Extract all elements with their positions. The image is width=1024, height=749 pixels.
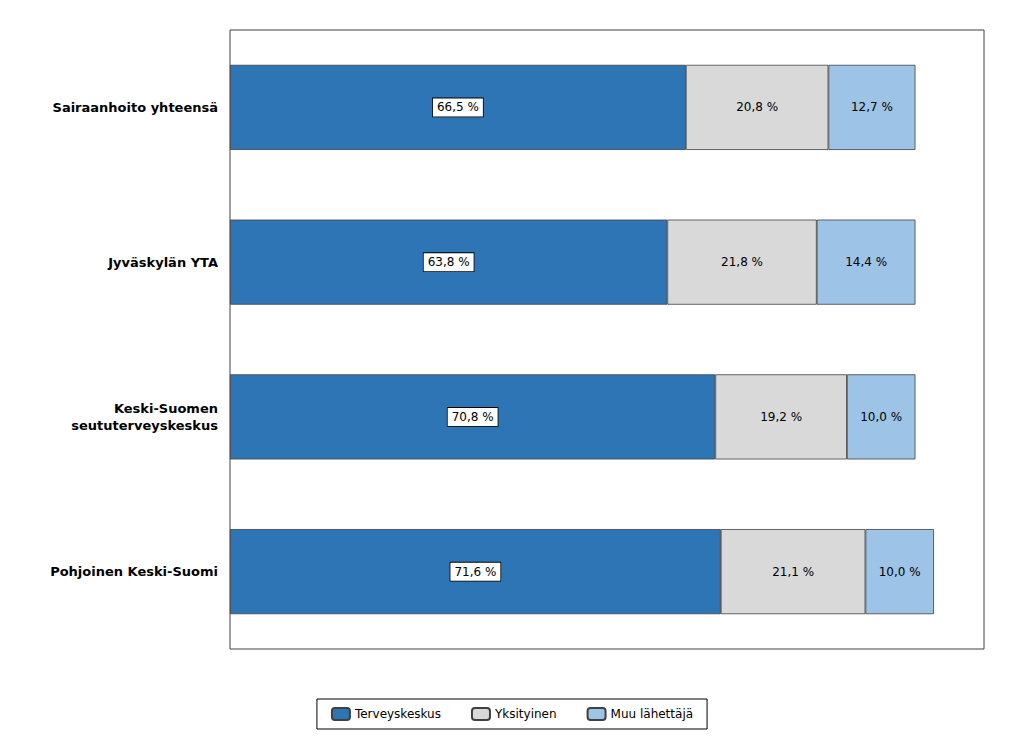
svg-text:10,0 %: 10,0 % <box>860 410 902 424</box>
svg-text:14,4 %: 14,4 % <box>845 255 887 269</box>
svg-text:Jyväskylän YTA: Jyväskylän YTA <box>107 255 218 270</box>
svg-text:70,8 %: 70,8 % <box>452 410 494 424</box>
svg-text:21,1 %: 21,1 % <box>772 565 814 579</box>
svg-text:20,8 %: 20,8 % <box>736 100 778 114</box>
svg-text:Pohjoinen Keski-Suomi: Pohjoinen Keski-Suomi <box>50 564 218 579</box>
svg-text:19,2 %: 19,2 % <box>760 410 802 424</box>
svg-text:Sairaanhoito yhteensä: Sairaanhoito yhteensä <box>53 100 218 115</box>
svg-text:Keski-Suomen: Keski-Suomen <box>114 401 218 416</box>
svg-text:Muu lähettäjä: Muu lähettäjä <box>611 707 694 721</box>
svg-text:71,6 %: 71,6 % <box>454 565 496 579</box>
svg-text:66,5 %: 66,5 % <box>437 100 479 114</box>
svg-text:Terveyskeskus: Terveyskeskus <box>354 707 441 721</box>
svg-text:63,8 %: 63,8 % <box>428 255 470 269</box>
svg-text:10,0 %: 10,0 % <box>879 565 921 579</box>
svg-text:Yksityinen: Yksityinen <box>494 707 557 721</box>
svg-text:21,8 %: 21,8 % <box>721 255 763 269</box>
svg-text:12,7 %: 12,7 % <box>851 100 893 114</box>
svg-text:seututerveyskeskus: seututerveyskeskus <box>71 418 218 433</box>
